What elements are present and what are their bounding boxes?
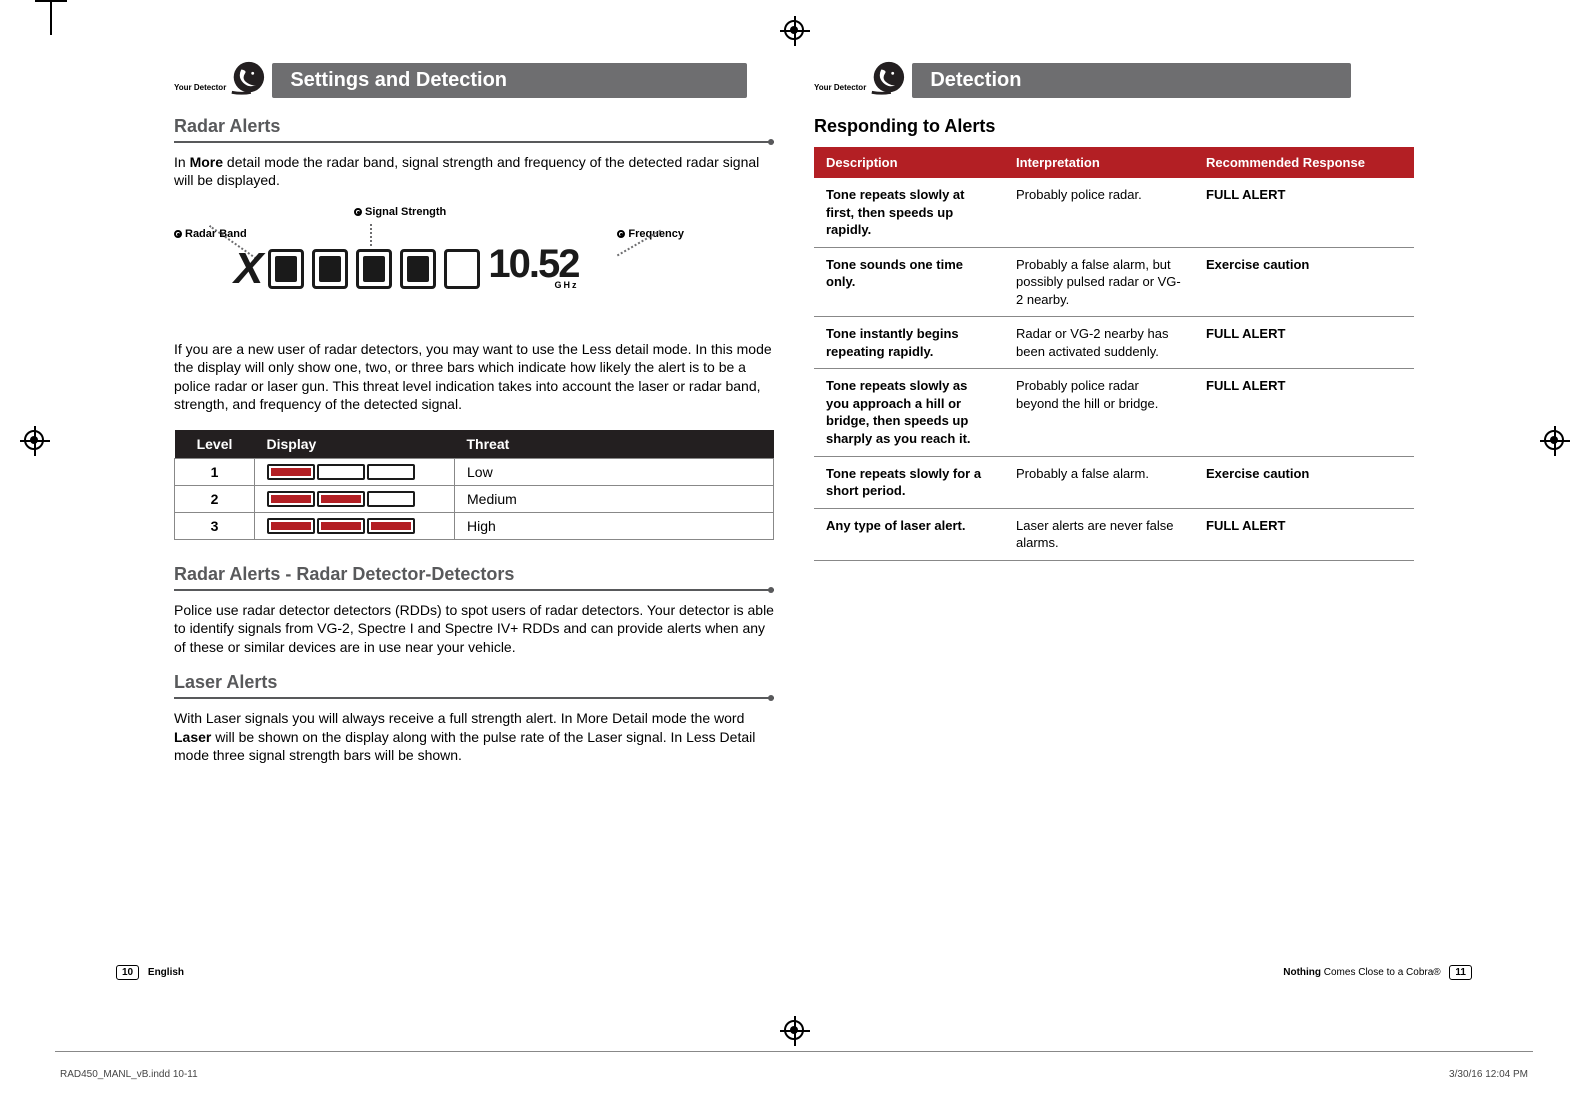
table-row: Tone repeats slowly at first, then speed… — [814, 178, 1414, 247]
radar-alerts-para2: If you are a new user of radar detectors… — [174, 340, 774, 414]
cell-display — [255, 485, 455, 512]
subhead-rdd: Radar Alerts - Radar Detector-Detectors — [174, 564, 774, 591]
registration-mark-bottom — [784, 1020, 804, 1040]
cell-resp: FULL ALERT — [1194, 369, 1414, 456]
subhead-laser: Laser Alerts — [174, 672, 774, 699]
cell-level: 2 — [175, 485, 255, 512]
table-row: 3 High — [175, 512, 774, 539]
leader-line — [370, 224, 372, 246]
cell-resp: Exercise caution — [1194, 247, 1414, 317]
chapter-title-left: Settings and Detection — [272, 63, 747, 98]
th-description: Description — [814, 147, 1004, 178]
cell-threat: Medium — [455, 485, 774, 512]
cell-level: 1 — [175, 458, 255, 485]
cell-interp: Probably police radar. — [1004, 178, 1194, 247]
response-table: Description Interpretation Recommended R… — [814, 147, 1414, 561]
rdd-para: Police use radar detector detectors (RDD… — [174, 601, 774, 656]
cell-interp: Probably police radar beyond the hill or… — [1004, 369, 1194, 456]
text-fragment: will be shown on the display along with … — [174, 729, 755, 763]
radar-alerts-para1: In More detail mode the radar band, sign… — [174, 153, 774, 190]
table-row: Tone repeats slowly as you approach a hi… — [814, 369, 1414, 456]
lcd-bar — [268, 249, 304, 289]
table-row: 2 Medium — [175, 485, 774, 512]
lcd-bar — [312, 249, 348, 289]
cell-resp: FULL ALERT — [1194, 178, 1414, 247]
registration-mark-left — [24, 430, 44, 450]
cell-display — [255, 458, 455, 485]
left-page: Your Detector Settings and Detection Rad… — [174, 60, 774, 920]
registration-mark-top — [784, 20, 804, 40]
chapter-title-right: Detection — [912, 63, 1351, 98]
cell-threat: High — [455, 512, 774, 539]
cell-threat: Low — [455, 458, 774, 485]
lcd-display: X 10.52GHz — [234, 244, 578, 294]
table-row: Any type of laser alert.Laser alerts are… — [814, 508, 1414, 560]
page-number-right: 11 — [1449, 965, 1472, 980]
cell-desc: Tone repeats slowly as you approach a hi… — [814, 369, 1004, 456]
footer-right: Nothing Comes Close to a Cobra® 11 — [1283, 965, 1478, 980]
cell-interp: Laser alerts are never false alarms. — [1004, 508, 1194, 560]
table-row: 1 Low — [175, 458, 774, 485]
cell-level: 3 — [175, 512, 255, 539]
lcd-frequency: 10.52GHz — [488, 248, 578, 290]
lcd-bar — [400, 249, 436, 289]
cell-resp: Exercise caution — [1194, 456, 1414, 508]
print-file: RAD450_MANL_vB.indd 10-11 — [60, 1069, 198, 1080]
lcd-bar — [356, 249, 392, 289]
tagline-rest: Comes Close to a Cobra® — [1321, 967, 1441, 978]
cell-resp: FULL ALERT — [1194, 508, 1414, 560]
page-footer: 10 English Nothing Comes Close to a Cobr… — [0, 965, 1588, 980]
lcd-band-letter: X — [234, 244, 260, 294]
text-fragment: In — [174, 154, 190, 170]
footer-left: 10 English — [110, 965, 184, 980]
breadcrumb-left: Your Detector — [174, 83, 226, 98]
label-radar-band: Radar Band — [174, 228, 247, 240]
cell-desc: Any type of laser alert. — [814, 508, 1004, 560]
breadcrumb-right: Your Detector — [814, 83, 866, 98]
th-response: Recommended Response — [1194, 147, 1414, 178]
laser-para: With Laser signals you will always recei… — [174, 709, 774, 764]
text-bold: Laser — [174, 729, 211, 745]
cell-display — [255, 512, 455, 539]
subhead-radar-alerts: Radar Alerts — [174, 116, 774, 143]
text-fragment: With Laser signals you will always recei… — [174, 710, 744, 726]
cobra-logo-icon — [228, 60, 266, 98]
cell-desc: Tone sounds one time only. — [814, 247, 1004, 317]
trim-line — [55, 1051, 1533, 1052]
right-page: Your Detector Detection Responding to Al… — [814, 60, 1414, 920]
text-fragment: detail mode the radar band, signal stren… — [174, 154, 759, 188]
footer-lang: English — [148, 967, 184, 978]
chapter-header-left: Your Detector Settings and Detection — [174, 60, 774, 98]
table-row: Tone repeats slowly for a short period.P… — [814, 456, 1414, 508]
table-row: Tone sounds one time only.Probably a fal… — [814, 247, 1414, 317]
table-row: Tone instantly begins repeating rapidly.… — [814, 317, 1414, 369]
lcd-bar — [444, 249, 480, 289]
cobra-logo-icon — [868, 60, 906, 98]
print-metadata: RAD450_MANL_vB.indd 10-11 3/30/16 12:04 … — [0, 1069, 1588, 1080]
th-level: Level — [175, 430, 255, 459]
page-number-left: 10 — [116, 965, 139, 980]
crop-mark — [50, 0, 52, 35]
text-bold: More — [190, 154, 223, 170]
page-spread: Your Detector Settings and Detection Rad… — [0, 0, 1588, 920]
print-timestamp: 3/30/16 12:04 PM — [1449, 1069, 1528, 1080]
cell-interp: Radar or VG-2 nearby has been activated … — [1004, 317, 1194, 369]
cell-interp: Probably a false alarm, but possibly pul… — [1004, 247, 1194, 317]
subhead-responding: Responding to Alerts — [814, 116, 1414, 137]
label-signal-strength: Signal Strength — [354, 206, 446, 218]
cell-desc: Tone repeats slowly for a short period. — [814, 456, 1004, 508]
cell-resp: FULL ALERT — [1194, 317, 1414, 369]
threat-level-table: Level Display Threat 1 Low 2 Medium 3 — [174, 430, 774, 540]
th-threat: Threat — [455, 430, 774, 459]
chapter-header-right: Your Detector Detection — [814, 60, 1414, 98]
tagline-bold: Nothing — [1283, 967, 1321, 978]
cell-interp: Probably a false alarm. — [1004, 456, 1194, 508]
radar-display-diagram: Radar Band Signal Strength Frequency X 1… — [174, 206, 774, 326]
th-interpretation: Interpretation — [1004, 147, 1194, 178]
th-display: Display — [255, 430, 455, 459]
cell-desc: Tone instantly begins repeating rapidly. — [814, 317, 1004, 369]
cell-desc: Tone repeats slowly at first, then speed… — [814, 178, 1004, 247]
registration-mark-right — [1544, 430, 1564, 450]
